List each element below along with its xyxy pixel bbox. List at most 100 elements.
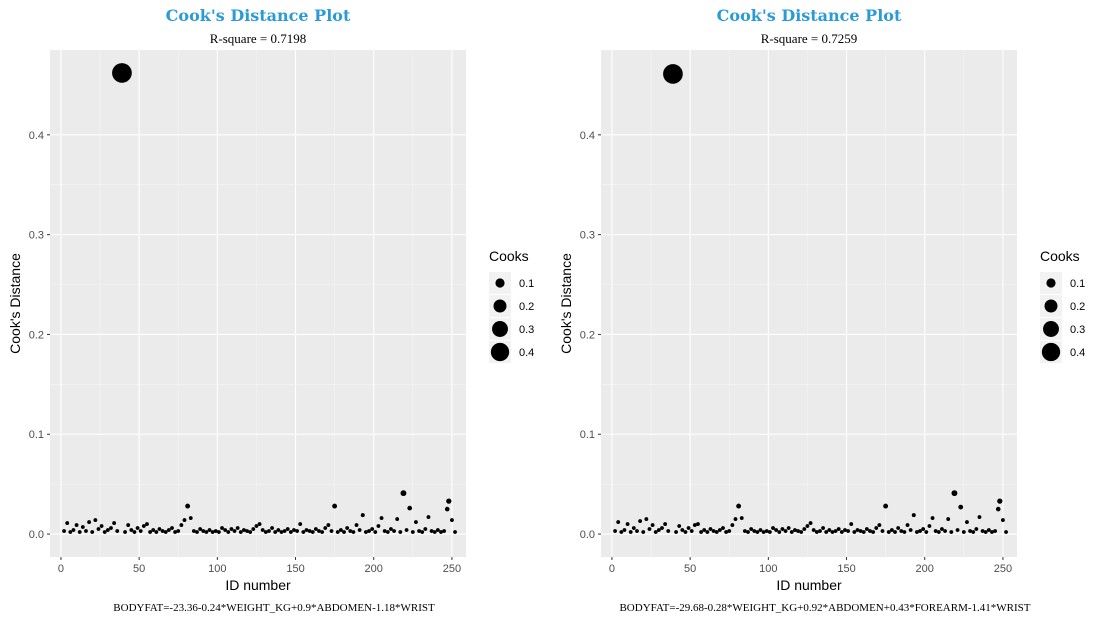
data-point [295, 529, 299, 533]
model-caption: BODYFAT=-29.68-0.28*WEIGHT_KG+0.92*ABDOM… [619, 602, 1030, 614]
data-point [102, 530, 107, 534]
data-point [818, 529, 822, 533]
data-point [961, 530, 966, 534]
data-point [896, 526, 901, 530]
data-point [874, 526, 879, 530]
data-point [680, 528, 685, 532]
cooks-distance-chart-left: 0 50 100 150 200 250 0.0 0.1 0.2 0.3 0.4 Cook's Dis… [7, 6, 534, 614]
data-point [653, 530, 658, 534]
data-point [320, 530, 325, 534]
data-point [644, 517, 649, 521]
legend-key-symbol [1041, 342, 1061, 362]
data-point [663, 522, 668, 526]
data-point [342, 530, 346, 534]
legend-key-symbol [495, 278, 505, 288]
data-point [115, 529, 120, 533]
y-tick-label: 0.3 [29, 230, 44, 242]
data-point [379, 516, 384, 520]
data-point [802, 527, 807, 531]
data-point [77, 530, 82, 534]
data-point [796, 529, 800, 533]
data-point [317, 529, 321, 533]
data-point [755, 530, 760, 534]
data-point [696, 522, 700, 526]
data-point [96, 527, 101, 531]
data-point [871, 530, 876, 534]
data-point [949, 530, 954, 534]
data-point [395, 517, 400, 521]
data-point [656, 528, 661, 532]
data-point [307, 529, 312, 533]
data-point [62, 529, 66, 533]
data-point [702, 528, 707, 532]
legend-key-label: 0.2 [1070, 301, 1085, 313]
data-point [450, 518, 454, 522]
data-point [777, 530, 782, 534]
data-point [348, 529, 353, 533]
data-point [616, 520, 621, 524]
data-point [453, 530, 457, 534]
data-point [338, 528, 343, 532]
data-point [619, 530, 624, 534]
data-point [279, 530, 284, 534]
data-point [223, 528, 228, 532]
data-point [995, 506, 1001, 512]
data-point [663, 64, 683, 84]
data-point [195, 530, 199, 534]
data-point [761, 530, 766, 534]
data-point [260, 528, 265, 532]
data-point [357, 528, 362, 532]
data-point [965, 520, 969, 524]
y-tick-label: 0.1 [580, 429, 595, 441]
chart-subtitle: R-square = 0.7198 [210, 31, 307, 46]
data-point [176, 529, 181, 533]
legend-key-symbol [490, 342, 510, 362]
data-point [93, 518, 98, 522]
data-point [435, 528, 440, 532]
data-point [105, 528, 110, 532]
data-point [182, 518, 187, 522]
data-point [151, 528, 156, 532]
data-point [711, 529, 716, 533]
data-point [638, 519, 642, 523]
data-point [382, 529, 387, 533]
data-point [980, 529, 985, 533]
data-point [943, 529, 947, 533]
data-point [727, 529, 732, 533]
data-point [977, 515, 982, 519]
data-point [160, 529, 165, 533]
data-point [364, 530, 368, 534]
data-point [951, 490, 958, 497]
data-point [993, 529, 998, 533]
data-point [628, 530, 633, 534]
data-point [736, 503, 742, 509]
data-point [768, 530, 772, 534]
data-point [764, 529, 769, 533]
data-point [138, 529, 143, 533]
data-point [432, 530, 437, 534]
data-point [84, 529, 88, 533]
legend-key-label: 0.4 [519, 347, 534, 359]
data-point [836, 527, 841, 531]
data-point [814, 530, 819, 534]
plot-panel [50, 50, 466, 557]
legend-key-label: 0.1 [519, 278, 534, 290]
data-point [245, 529, 249, 533]
data-point [936, 530, 941, 534]
data-point [323, 526, 328, 530]
data-point [650, 523, 655, 527]
data-point [376, 524, 381, 528]
legend-key-label: 0.1 [1070, 278, 1085, 290]
data-point [905, 523, 910, 527]
legend-key-label: 0.2 [519, 301, 534, 313]
data-point [843, 528, 847, 532]
data-point [132, 530, 137, 534]
data-point [439, 530, 443, 534]
data-point [689, 529, 694, 533]
data-point [930, 516, 935, 520]
data-point [692, 523, 697, 527]
data-point [204, 530, 209, 534]
data-point [129, 528, 134, 532]
data-point [373, 530, 378, 534]
data-point [758, 528, 763, 532]
